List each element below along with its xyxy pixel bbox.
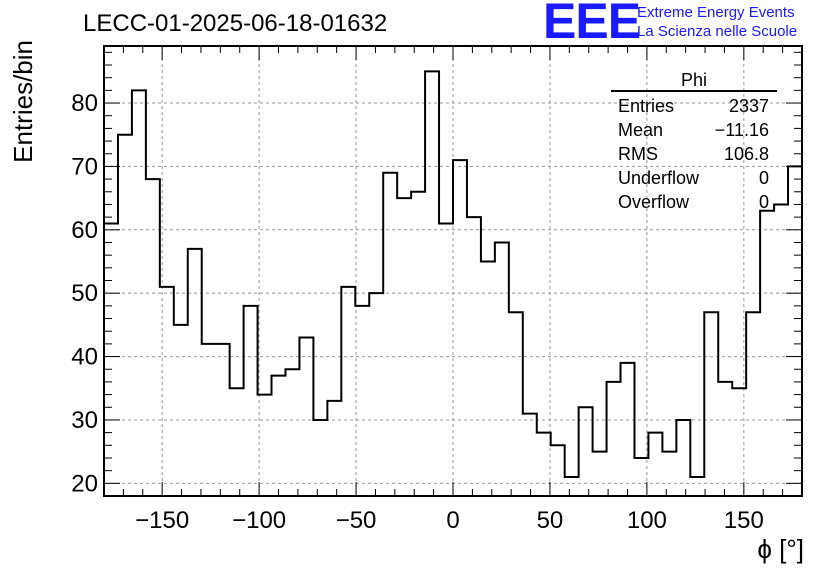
stats-row: RMS 106.8 [611, 142, 777, 166]
grid-layer [104, 46, 802, 496]
histogram-bin [648, 433, 662, 496]
histogram-bin [676, 420, 690, 496]
stats-box: Phi Entries 2337 Mean −11.16 RMS 106.8 Unde… [611, 70, 777, 214]
y-axis-label: Entries/bin [8, 40, 38, 163]
histogram-bin [509, 312, 523, 496]
stats-value: −11.16 [714, 120, 769, 140]
histogram-bin [662, 452, 676, 496]
histogram-bin [481, 261, 495, 496]
histogram-bin [285, 369, 299, 496]
stats-value: 106.8 [723, 144, 769, 164]
histogram-bin [621, 363, 635, 496]
stats-value: 0 [758, 192, 769, 212]
logo-text: Extreme Energy Events La Scienza nelle S… [637, 3, 797, 41]
histogram-bin [579, 407, 593, 496]
stats-value: 2337 [728, 96, 769, 116]
x-tick-label: −150 [135, 507, 189, 534]
eee-logo: EEE [543, 0, 641, 49]
histogram-bin [690, 477, 704, 496]
histogram-bin [104, 223, 118, 496]
histogram-bin [704, 312, 718, 496]
histogram-bin [746, 312, 760, 496]
histogram-bin [551, 445, 565, 496]
stats-title: Phi [611, 70, 777, 92]
axes-layer: −150 −100 −50 0 50 100 150 20 30 40 50 60 70 80 [71, 45, 803, 534]
histogram-bin [355, 306, 369, 496]
histogram-bin [607, 382, 621, 496]
histogram-bin [313, 420, 327, 496]
histogram-bin [341, 287, 355, 496]
stats-row: Underflow 0 [611, 166, 777, 190]
histogram-bin [718, 382, 732, 496]
x-axis-label: ϕ [°] [757, 534, 804, 564]
x-tick-label: 50 [537, 507, 564, 534]
histogram-bin [453, 160, 467, 496]
histogram-bin [439, 223, 453, 496]
x-tick-label: 100 [627, 507, 667, 534]
histogram-bin [230, 388, 244, 496]
histogram-bin [495, 242, 509, 496]
stats-label: RMS [618, 144, 658, 164]
y-tick-label: 40 [71, 344, 98, 371]
stats-label: Underflow [618, 168, 700, 188]
histogram-bin [537, 433, 551, 496]
histogram-bin [369, 293, 383, 496]
y-tick-label: 30 [71, 407, 98, 434]
stats-row: Mean −11.16 [611, 118, 777, 142]
histogram-bin [732, 388, 746, 496]
logo-line-1: Extreme Energy Events [637, 4, 795, 21]
stats-label: Overflow [618, 192, 690, 212]
histogram-bin [299, 338, 313, 496]
x-tick-label: 150 [724, 507, 764, 534]
histogram-bin [132, 90, 146, 496]
stats-row: Overflow 0 [611, 190, 777, 214]
histogram-bin [272, 376, 286, 496]
y-tick-label: 50 [71, 280, 98, 307]
histogram-bin [202, 344, 216, 496]
histogram-bin [523, 414, 537, 496]
histogram-bin [411, 192, 425, 496]
y-tick-label: 20 [71, 470, 98, 497]
histogram-bin [593, 452, 607, 496]
histogram-layer [104, 70, 802, 496]
x-tick-label: 0 [446, 507, 459, 534]
histogram-bin [216, 344, 230, 496]
histogram-bin [383, 173, 397, 496]
histogram-bin [397, 198, 411, 496]
histogram-bin [160, 287, 174, 496]
y-tick-label: 70 [71, 153, 98, 180]
histogram-bin [634, 458, 648, 496]
histogram-bin [188, 249, 202, 496]
histogram-bin [258, 395, 272, 496]
stats-label: Mean [618, 120, 664, 140]
logo-line-2: La Scienza nelle Scuole [637, 23, 798, 40]
histogram-bin [174, 325, 188, 496]
histogram-bin [146, 179, 160, 496]
stats-label: Entries [618, 96, 675, 116]
y-tick-label: 80 [71, 90, 98, 117]
histogram-bin [327, 401, 341, 496]
histogram-bin [425, 71, 439, 496]
stats-row: Entries 2337 [611, 94, 777, 118]
histogram-bin [467, 217, 481, 496]
y-tick-label: 60 [71, 217, 98, 244]
chart-title: LECC-01-2025-06-18-01632 [83, 10, 388, 37]
histogram-outline [104, 70, 802, 478]
histogram-bin [774, 204, 788, 496]
histogram-bin [565, 477, 579, 496]
stats-value: 0 [758, 168, 769, 188]
histogram-bin [244, 306, 258, 496]
histogram-bin [760, 211, 774, 496]
histogram-bin [118, 135, 132, 496]
x-tick-label: −50 [336, 507, 377, 534]
x-tick-label: −100 [232, 507, 286, 534]
